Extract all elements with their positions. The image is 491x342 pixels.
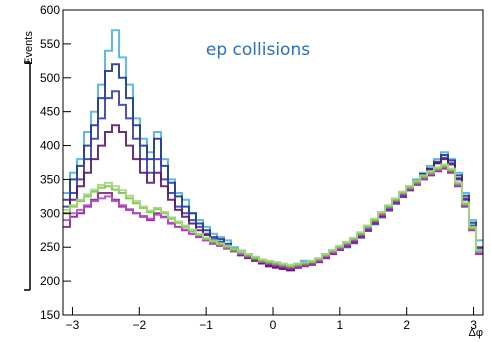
- series-layer: [63, 29, 483, 272]
- x-tick-label: 3: [470, 318, 477, 332]
- x-axis: −3 −2 −1 0 1 2 3: [66, 307, 477, 332]
- ep-collisions-annotation: ep collisions: [206, 40, 310, 60]
- x-tick-label: 2: [403, 318, 410, 332]
- x-tick-label: −1: [199, 318, 213, 332]
- x-tick-label: 0: [270, 318, 277, 332]
- y-tick-label: 300: [40, 206, 60, 220]
- x-axis-label: Δφ: [469, 327, 483, 339]
- histogram-series-7: [63, 163, 483, 266]
- y-tick-label: 150: [40, 308, 60, 322]
- x-tick-label: 1: [337, 318, 344, 332]
- y-tick-label: 550: [40, 37, 60, 51]
- y-tick-label: 250: [40, 240, 60, 254]
- y-tick-label: 350: [40, 172, 60, 186]
- y-tick-label: 400: [40, 139, 60, 153]
- y-tick-label: 600: [40, 3, 60, 17]
- x-tick-label: −3: [66, 318, 80, 332]
- y-axis: 150 200 250 300 350 400 450 500 550 600: [40, 3, 71, 322]
- y-tick-label: 500: [40, 71, 60, 85]
- y-tick-label: 200: [40, 274, 60, 288]
- x-tick-label: −2: [132, 318, 146, 332]
- y-axis-label: Events: [23, 31, 35, 65]
- y-tick-label: 450: [40, 105, 60, 119]
